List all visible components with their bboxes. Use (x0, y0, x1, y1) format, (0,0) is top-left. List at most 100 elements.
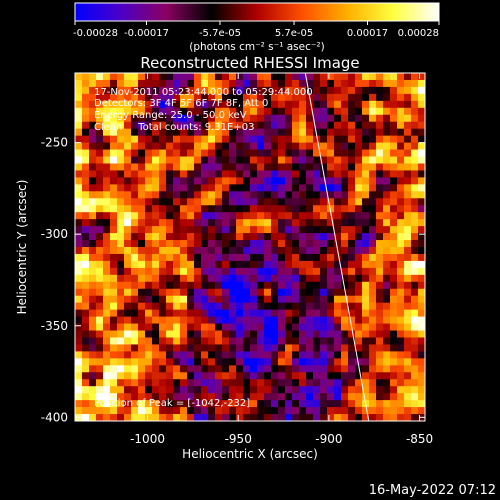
heatmap-cell (341, 247, 349, 255)
heatmap-cell (341, 323, 349, 332)
heatmap-cell (131, 247, 139, 255)
heatmap-cell (250, 205, 258, 213)
heatmap-cell (138, 302, 146, 311)
heatmap-cell (306, 184, 314, 192)
heatmap-cell (362, 295, 370, 304)
heatmap-cell (383, 302, 391, 311)
heatmap-cell (341, 393, 349, 401)
heatmap-cell (82, 414, 90, 421)
heatmap-cell (215, 316, 223, 325)
heatmap-cell (187, 233, 195, 241)
heatmap-cell (145, 142, 153, 151)
heatmap-cell (376, 267, 384, 276)
heatmap-cell (173, 372, 181, 380)
heatmap-cell (341, 386, 349, 394)
heatmap-cell (166, 142, 174, 151)
heatmap-cell (145, 233, 153, 241)
heatmap-cell (313, 233, 321, 241)
heatmap-cell (411, 302, 419, 311)
heatmap-cell (362, 205, 370, 213)
heatmap-cell (117, 302, 125, 311)
heatmap-cell (187, 316, 195, 325)
heatmap-cell (383, 281, 391, 290)
heatmap-cell (390, 93, 398, 102)
heatmap-cell (152, 386, 160, 394)
heatmap-cell (96, 156, 104, 165)
heatmap-cell (110, 358, 118, 366)
heatmap-cell (180, 107, 188, 116)
heatmap-cell (285, 323, 293, 332)
heatmap-cell (173, 149, 181, 158)
heatmap-cell (89, 107, 97, 116)
heatmap-cell (362, 135, 370, 144)
heatmap-cell (166, 114, 174, 123)
heatmap-cell (376, 170, 384, 178)
heatmap-cell (201, 156, 209, 165)
heatmap-cell (103, 323, 111, 332)
heatmap-cell (243, 163, 251, 172)
heatmap-cell (131, 184, 139, 192)
heatmap-cell (75, 247, 83, 255)
heatmap-cell (166, 253, 174, 262)
heatmap-cell (138, 163, 146, 172)
heatmap-cell (117, 93, 125, 102)
heatmap-cell (152, 205, 160, 213)
heatmap-cell (236, 149, 244, 158)
heatmap-cell (173, 260, 181, 269)
heatmap-cell (215, 379, 223, 387)
heatmap-cell (138, 316, 146, 325)
heatmap-cell (215, 281, 223, 290)
heatmap-cell (194, 302, 202, 311)
heatmap-cell (89, 414, 97, 421)
heatmap-cell (334, 316, 342, 325)
heatmap-cell (82, 267, 90, 276)
heatmap-cell (166, 337, 174, 346)
heatmap-cell (159, 233, 167, 241)
heatmap-cell (180, 128, 188, 137)
heatmap-cell (250, 219, 258, 227)
heatmap-cell (327, 205, 335, 213)
heatmap-cell (145, 295, 153, 304)
heatmap-cell (341, 149, 349, 158)
heatmap-cell (348, 379, 356, 387)
heatmap-cell (236, 407, 244, 415)
heatmap-cell (383, 260, 391, 269)
heatmap-cell (404, 281, 412, 290)
heatmap-cell (313, 198, 321, 206)
heatmap-cell (271, 79, 279, 88)
heatmap-cell (397, 295, 405, 304)
heatmap-cell (236, 128, 244, 137)
heatmap-cell (159, 163, 167, 172)
heatmap-cell (75, 407, 83, 415)
heatmap-cell (292, 135, 300, 144)
heatmap-cell (152, 233, 160, 241)
heatmap-cell (75, 93, 83, 102)
heatmap-cell (96, 274, 104, 283)
heatmap-cell (257, 142, 265, 151)
heatmap-cell (362, 163, 370, 172)
heatmap-cell (110, 184, 118, 192)
heatmap-cell (180, 149, 188, 158)
heatmap-cell (264, 351, 272, 359)
heatmap-cell (208, 253, 216, 262)
heatmap-cell (131, 372, 139, 380)
heatmap-cell (180, 260, 188, 269)
heatmap-cell (243, 107, 251, 116)
heatmap-cell (180, 73, 188, 81)
heatmap-cell (355, 247, 363, 255)
heatmap-cell (236, 365, 244, 373)
heatmap-cell (250, 351, 258, 359)
heatmap-cell (138, 372, 146, 380)
heatmap-cell (250, 149, 258, 158)
heatmap-cell (159, 149, 167, 158)
heatmap-cell (264, 240, 272, 248)
heatmap-cell (187, 184, 195, 192)
heatmap-cell (341, 260, 349, 269)
heatmap-cell (327, 79, 335, 88)
heatmap-cell (383, 240, 391, 248)
heatmap-cell (236, 100, 244, 109)
heatmap-cell (96, 365, 104, 373)
heatmap-cell (166, 288, 174, 297)
heatmap-cell (404, 316, 412, 325)
heatmap-cell (173, 379, 181, 387)
